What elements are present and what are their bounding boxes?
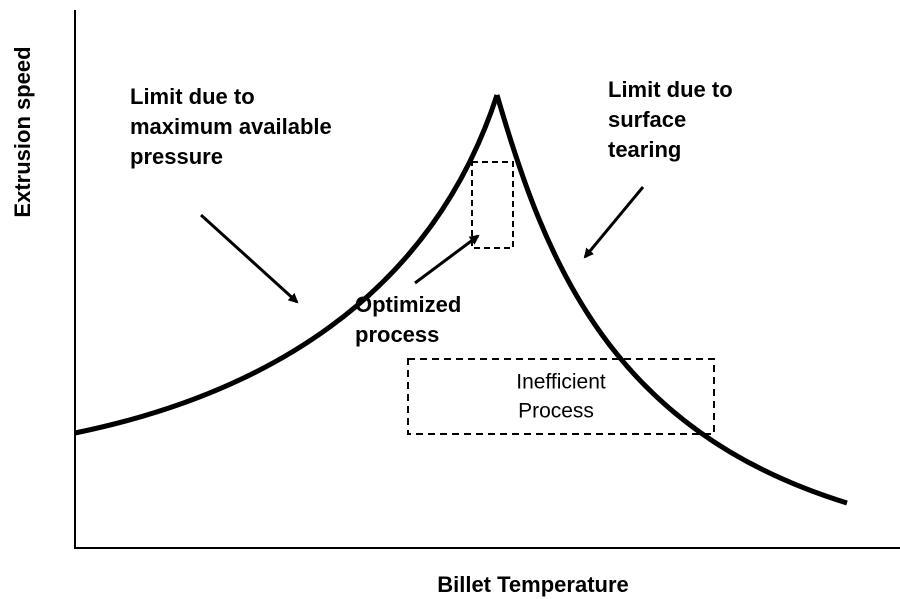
- annotation: Inefficient: [516, 371, 606, 394]
- y-axis-label: Extrusion speed: [10, 46, 35, 217]
- arrow: [414, 234, 480, 285]
- annotation: pressure: [130, 144, 223, 169]
- annotation: tearing: [608, 137, 681, 162]
- inefficient-region: [407, 358, 715, 435]
- arrow: [583, 186, 645, 259]
- annotation: Process: [518, 400, 594, 423]
- annotation: Limit due to: [130, 84, 255, 109]
- annotation: surface: [608, 107, 686, 132]
- annotation: Optimized: [355, 292, 461, 317]
- annotation: maximum available: [130, 114, 332, 139]
- annotation: process: [355, 322, 439, 347]
- tearing-limit-curve: [494, 94, 848, 506]
- x-axis-label: Billet Temperature: [437, 572, 629, 597]
- optimized-region: [471, 161, 514, 249]
- arrow: [199, 213, 299, 304]
- annotation: Limit due to: [608, 77, 733, 102]
- pressure-limit-curve: [74, 94, 500, 436]
